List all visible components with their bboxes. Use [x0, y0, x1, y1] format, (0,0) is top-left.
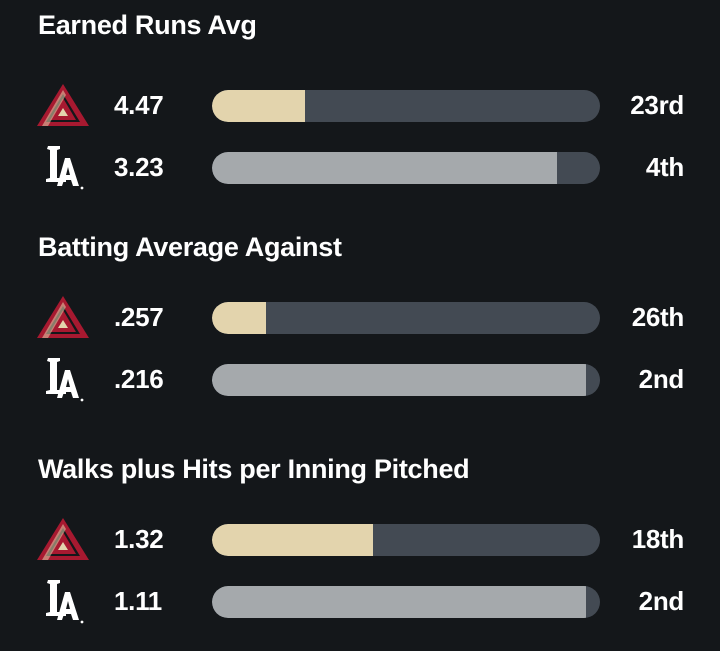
bar-fill	[212, 586, 587, 618]
stat-value: 1.11	[114, 586, 162, 616]
team-row-diamondbacks: 1.32 18th	[0, 514, 720, 564]
stat-value: 1.32	[114, 524, 164, 554]
bar-track	[212, 152, 600, 184]
bar-track	[212, 586, 600, 618]
league-rank: 2nd	[638, 364, 685, 394]
stat-title: Walks plus Hits per Inning Pitched	[38, 454, 470, 484]
bar-track	[212, 524, 600, 556]
dodgers-logo-icon	[46, 146, 84, 190]
league-rank: 18th	[631, 524, 685, 554]
bar-fill	[212, 524, 374, 556]
league-rank: 23rd	[630, 90, 684, 120]
team-row-dodgers: 1.11 2nd	[0, 576, 720, 626]
stat-title: Earned Runs Avg	[38, 10, 257, 40]
bar-track	[212, 364, 600, 396]
stat-value: .216	[114, 364, 164, 394]
bar-fill	[212, 364, 587, 396]
dodgers-logo-icon	[46, 580, 84, 624]
stat-value: .257	[114, 302, 164, 332]
dodgers-logo-icon	[46, 358, 84, 402]
stat-value: 4.47	[114, 90, 164, 120]
team-row-dodgers: 3.23 4th	[0, 142, 720, 192]
diamondbacks-logo-icon	[37, 84, 89, 126]
bar-fill	[212, 302, 267, 334]
league-rank: 4th	[645, 152, 684, 182]
stat-value: 3.23	[114, 152, 164, 182]
stat-title: Batting Average Against	[38, 232, 342, 262]
bar-track	[212, 90, 600, 122]
diamondbacks-logo-icon	[37, 518, 89, 560]
bar-fill	[212, 152, 558, 184]
bar-fill	[212, 90, 306, 122]
league-rank: 26th	[631, 302, 685, 332]
team-row-diamondbacks: .257 26th	[0, 292, 720, 342]
team-row-diamondbacks: 4.47 23rd	[0, 80, 720, 130]
league-rank: 2nd	[638, 586, 685, 616]
bar-track	[212, 302, 600, 334]
diamondbacks-logo-icon	[37, 296, 89, 338]
team-row-dodgers: .216 2nd	[0, 354, 720, 404]
